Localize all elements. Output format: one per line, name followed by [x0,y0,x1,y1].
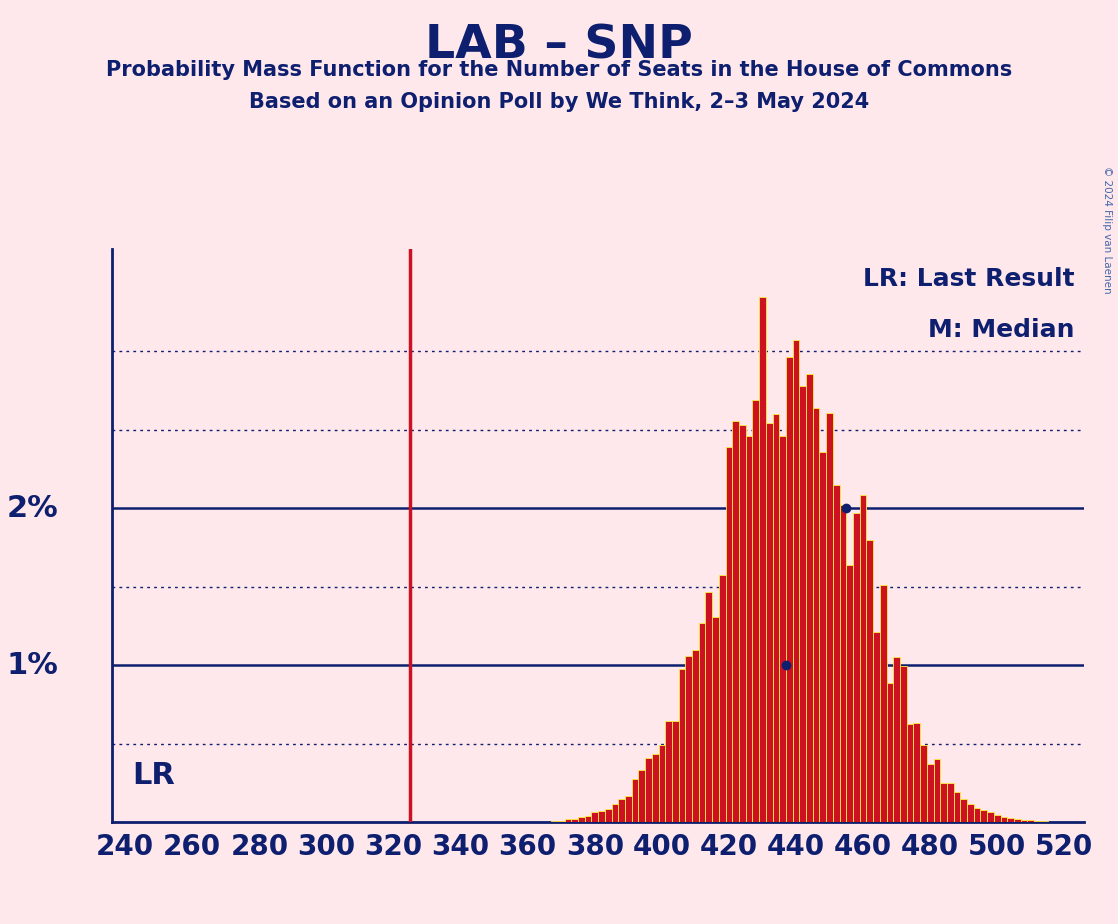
Bar [967,805,974,822]
Text: Probability Mass Function for the Number of Seats in the House of Commons: Probability Mass Function for the Number… [106,60,1012,80]
Bar [565,820,571,822]
Bar [860,495,866,822]
Bar [632,779,638,822]
Bar [1007,819,1014,822]
Bar [934,760,940,822]
Bar [652,754,659,822]
Bar [813,408,819,822]
Bar [732,421,739,822]
Bar [974,808,980,822]
Bar [773,414,779,822]
Bar [947,784,954,822]
Bar [994,815,1001,822]
Bar [1041,821,1048,822]
Text: LR: Last Result: LR: Last Result [863,267,1074,291]
Bar [625,796,632,822]
Bar [699,624,705,822]
Bar [1027,821,1034,822]
Bar [927,763,934,822]
Bar [806,373,813,822]
Bar [846,565,853,822]
Bar [1014,820,1021,822]
Bar [786,357,793,822]
Bar [672,721,679,822]
Text: M: Median: M: Median [928,318,1074,342]
Bar [907,723,913,822]
Bar [638,770,645,822]
Bar [893,657,900,822]
Bar [866,540,873,822]
Bar [578,817,585,822]
Bar [1021,820,1027,822]
Bar [833,485,840,822]
Bar [759,298,766,822]
Bar [612,804,618,822]
Bar [551,821,558,822]
Bar [940,784,947,822]
Bar [746,436,752,822]
Bar [900,666,907,822]
Bar [692,650,699,822]
Bar [679,669,685,822]
Bar [819,452,826,822]
Bar [826,413,833,822]
Bar [1001,817,1007,822]
Bar [659,746,665,822]
Text: Based on an Opinion Poll by We Think, 2–3 May 2024: Based on an Opinion Poll by We Think, 2–… [249,92,869,113]
Bar [726,446,732,822]
Bar [585,816,591,822]
Bar [1034,821,1041,822]
Bar [980,809,987,822]
Bar [605,809,612,822]
Bar [779,435,786,822]
Bar [913,723,920,822]
Bar [793,340,799,822]
Bar [920,745,927,822]
Bar [712,616,719,822]
Bar [705,592,712,822]
Bar [799,386,806,822]
Bar [873,632,880,822]
Bar [739,424,746,822]
Text: © 2024 Filip van Laenen: © 2024 Filip van Laenen [1102,166,1112,294]
Bar [618,799,625,822]
Bar [665,721,672,822]
Bar [558,821,565,822]
Bar [719,575,726,822]
Bar [766,422,773,822]
Text: 2%: 2% [7,494,58,523]
Bar [960,799,967,822]
Bar [598,810,605,822]
Bar [880,585,887,822]
Bar [591,812,598,822]
Bar [685,656,692,822]
Bar [853,513,860,822]
Text: 1%: 1% [7,650,58,680]
Text: LR: LR [132,760,174,790]
Bar [571,819,578,822]
Bar [840,505,846,822]
Bar [954,792,960,822]
Bar [887,683,893,822]
Bar [645,759,652,822]
Bar [987,812,994,822]
Text: LAB – SNP: LAB – SNP [425,23,693,68]
Bar [752,400,759,822]
